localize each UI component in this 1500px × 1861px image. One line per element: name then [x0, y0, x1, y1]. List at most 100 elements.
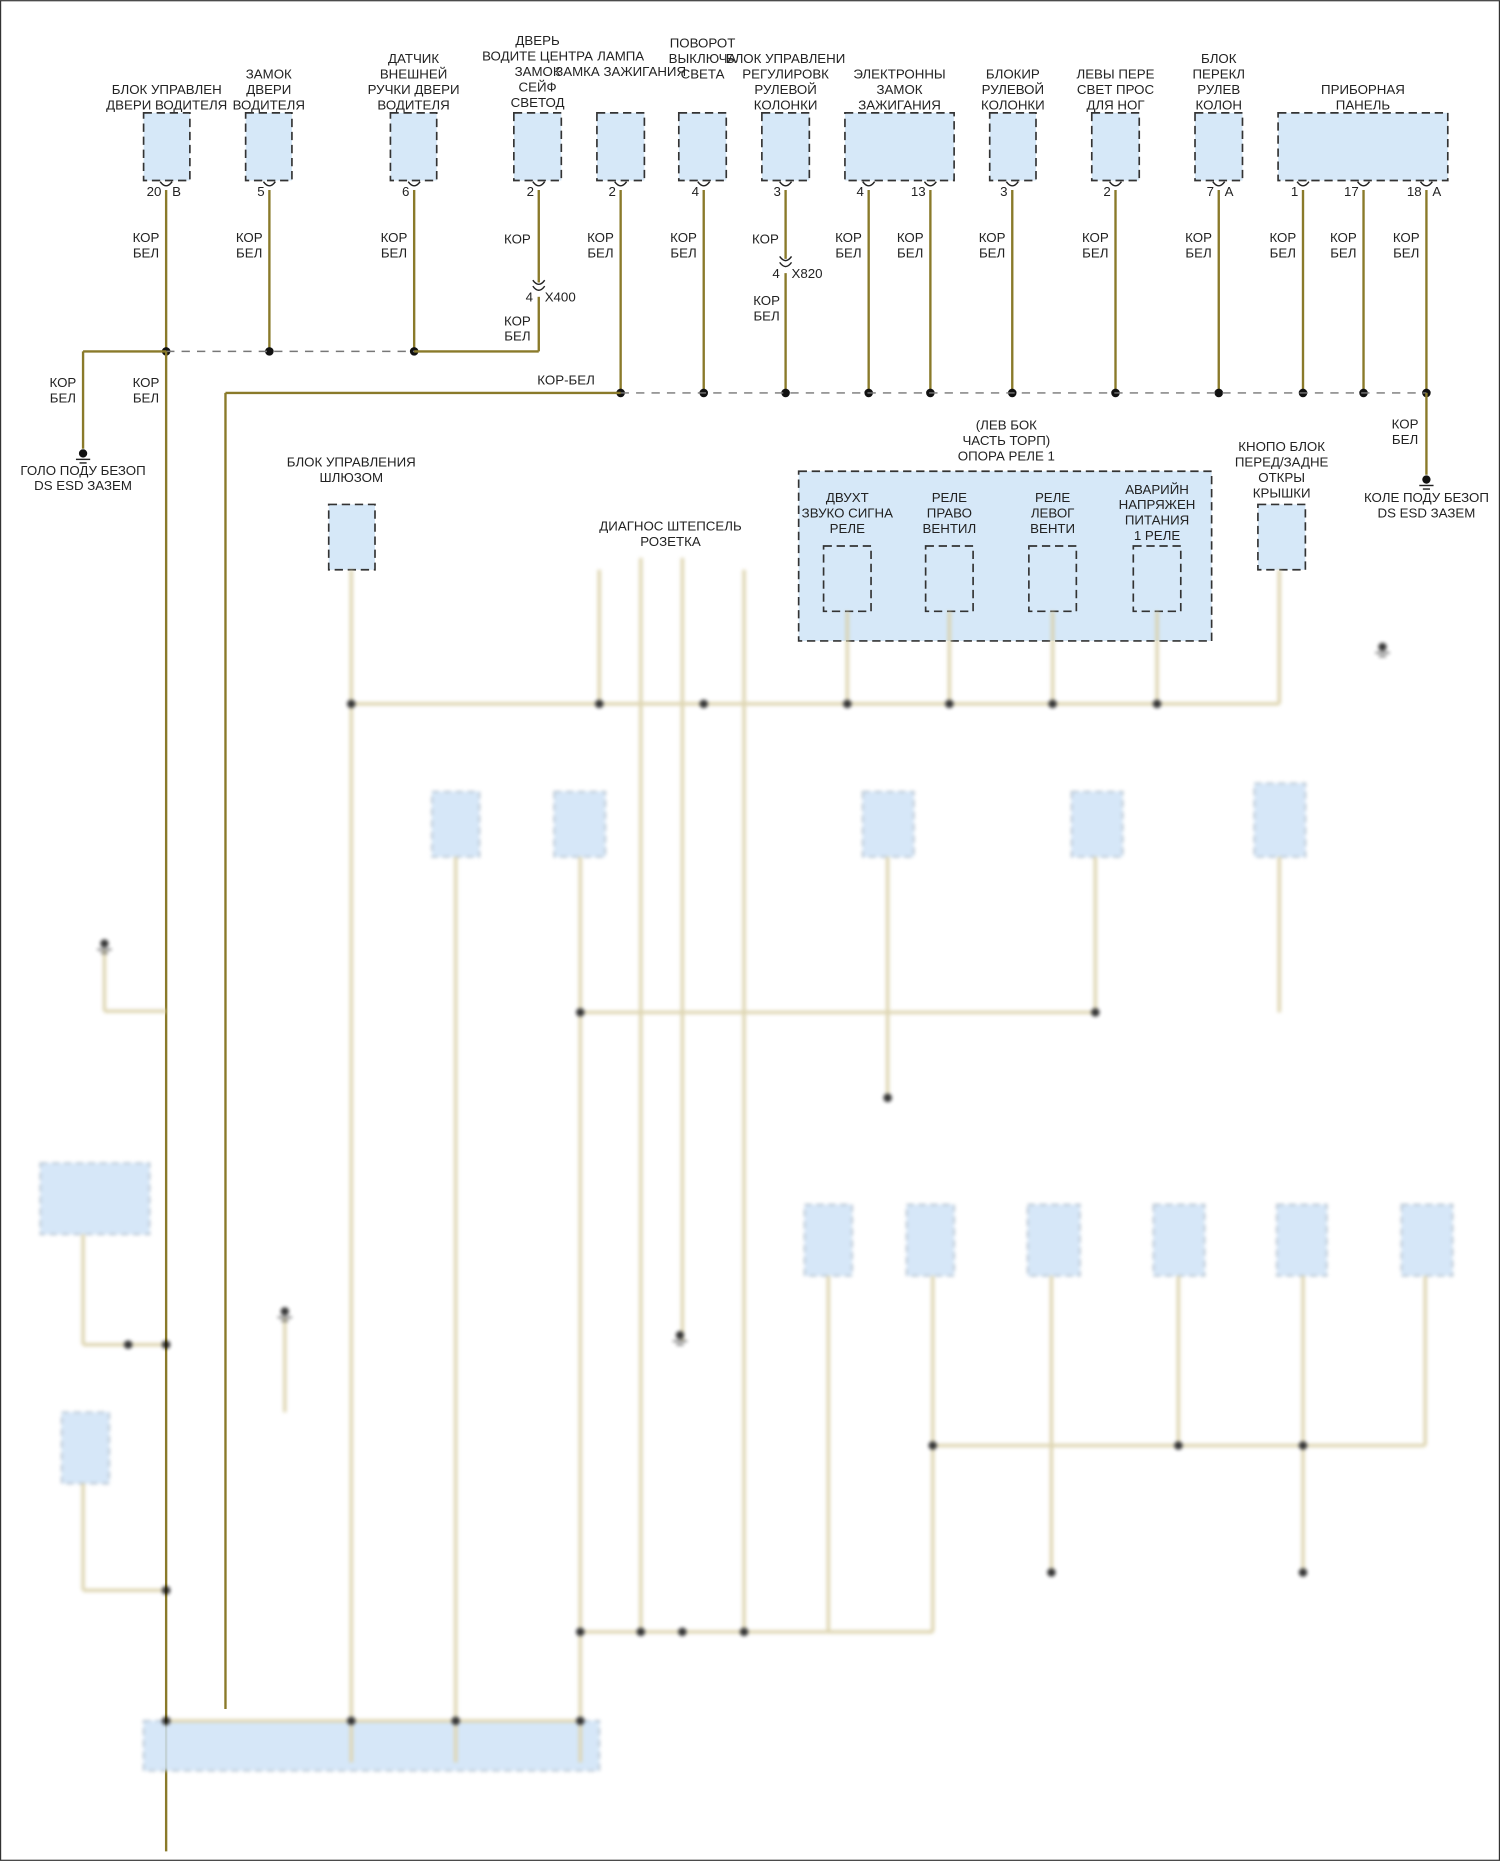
relay-label: ЛЕВОГ [1031, 506, 1075, 521]
component-label: ДВЕРИ ВОДИТЕЛЯ [106, 97, 227, 112]
component-box [844, 112, 955, 182]
component-box [389, 112, 438, 182]
component-box [1152, 1203, 1206, 1277]
splice-dot [1047, 1568, 1056, 1577]
component-box [142, 112, 191, 182]
relay-label: ДВУХТ [826, 490, 869, 505]
component-box [1277, 112, 1449, 182]
pin-terminal-icon [532, 279, 546, 286]
component-label: ВОДИТЕЛЯ [377, 97, 449, 112]
relay-block-label: ОПОРА РЕЛЕ 1 [958, 449, 1055, 464]
pin-number: 4 [692, 184, 699, 199]
pin-number: 3 [1000, 184, 1007, 199]
blurred-lower-section [39, 557, 1454, 1772]
relay-label: ПРАВО [927, 506, 972, 521]
component-label: ПОВОРОТ [670, 36, 736, 51]
splice-dot [451, 1716, 460, 1726]
pin-terminal-icon [407, 181, 421, 187]
splice-dot [1048, 699, 1057, 709]
component-box [596, 112, 646, 182]
splice-dot [1091, 1008, 1100, 1017]
splice-label: КОР-БЕЛ [537, 373, 595, 388]
component-box [803, 1203, 853, 1277]
relay-box [822, 545, 872, 613]
trunk-button-label: ПЕРЕД/ЗАДНЕ [1235, 454, 1329, 469]
component-label: РУЛЕВОЙ [754, 82, 816, 97]
component-label: ПЕРЕКЛ [1192, 66, 1245, 81]
component-label: ЛЕВЫ ПЕРЕ [1076, 66, 1154, 81]
wire-color-label: БЕЛ [236, 246, 262, 261]
splice-dot [576, 1008, 585, 1017]
pin-terminal-icon [862, 181, 876, 187]
wire-color-label: БЕЛ [1393, 246, 1419, 261]
splice-dot [161, 1586, 171, 1595]
pin-number: 2 [527, 184, 534, 199]
component-box [553, 790, 606, 858]
relay-box [1028, 545, 1078, 613]
wire-color-label: КОР [236, 230, 263, 245]
splice-dot [636, 1627, 646, 1637]
pin-number: 20 [147, 184, 162, 199]
relay-label: ПИТАНИЯ [1125, 513, 1189, 528]
component-box [39, 1162, 151, 1236]
wire-color-label: КОР [897, 230, 924, 245]
component-box [244, 112, 293, 182]
wire-color-label: БЕЛ [133, 390, 159, 405]
component-label: КОЛОНКИ [981, 97, 1045, 112]
ground-icon [280, 1307, 289, 1316]
relay-block-label: ЧАСТЬ ТОРП) [962, 433, 1050, 448]
component-label: КОЛОН [1196, 97, 1242, 112]
ground-label: ГОЛО ПОДУ БЕЗОП [20, 463, 145, 478]
wire-color-label: КОР [979, 230, 1006, 245]
connector-letter: A [1225, 184, 1234, 199]
component-box [862, 790, 915, 858]
splice-dot [883, 1093, 892, 1103]
component-label: РУЛЕВОЙ [982, 82, 1044, 97]
splice-dot [699, 699, 708, 709]
component-label: ЗАЖИГАНИЯ [858, 97, 941, 112]
splice-dot [1298, 1568, 1308, 1577]
relay-label: НАПРЯЖЕН [1119, 497, 1196, 512]
ground-label: КОЛЕ ПОДУ БЕЗОП [1364, 490, 1489, 505]
component-label: ВОДИТЕ ЦЕНТРА [482, 49, 593, 64]
component-label: СВЕТОД [511, 95, 565, 110]
component-box [60, 1411, 110, 1485]
component-label: ДЛЯ НОГ [1086, 97, 1144, 112]
wire-color-label: БЕЛ [133, 246, 159, 261]
pin-terminal-icon [1419, 181, 1433, 187]
wire-color-label: БЕЛ [50, 390, 76, 405]
wire-color-label: КОР [1392, 417, 1419, 432]
splice-dot [1214, 388, 1224, 398]
pin-terminal-icon [1212, 181, 1226, 187]
pin-number: 18 [1407, 184, 1422, 199]
wire-color-label: КОР [587, 230, 614, 245]
pin-terminal-icon [532, 181, 546, 187]
pin-number: 17 [1344, 184, 1359, 199]
connector-name: X400 [545, 290, 576, 305]
wire-color-label: БЕЛ [1330, 246, 1356, 261]
component-box [431, 790, 481, 858]
splice-dot [843, 699, 852, 709]
pin-terminal-icon [1005, 181, 1019, 187]
pin-number: 7 [1207, 184, 1214, 199]
ground-icon [78, 449, 88, 458]
component-box [1026, 1203, 1081, 1277]
pin-number: 3 [773, 184, 780, 199]
component-box [513, 112, 563, 182]
splice-dot [781, 388, 790, 398]
ground-icon [1422, 475, 1431, 484]
wire-color-label: КОР [50, 375, 77, 390]
wire-color-label: КОР [504, 231, 531, 246]
pin-number: 6 [402, 184, 409, 199]
